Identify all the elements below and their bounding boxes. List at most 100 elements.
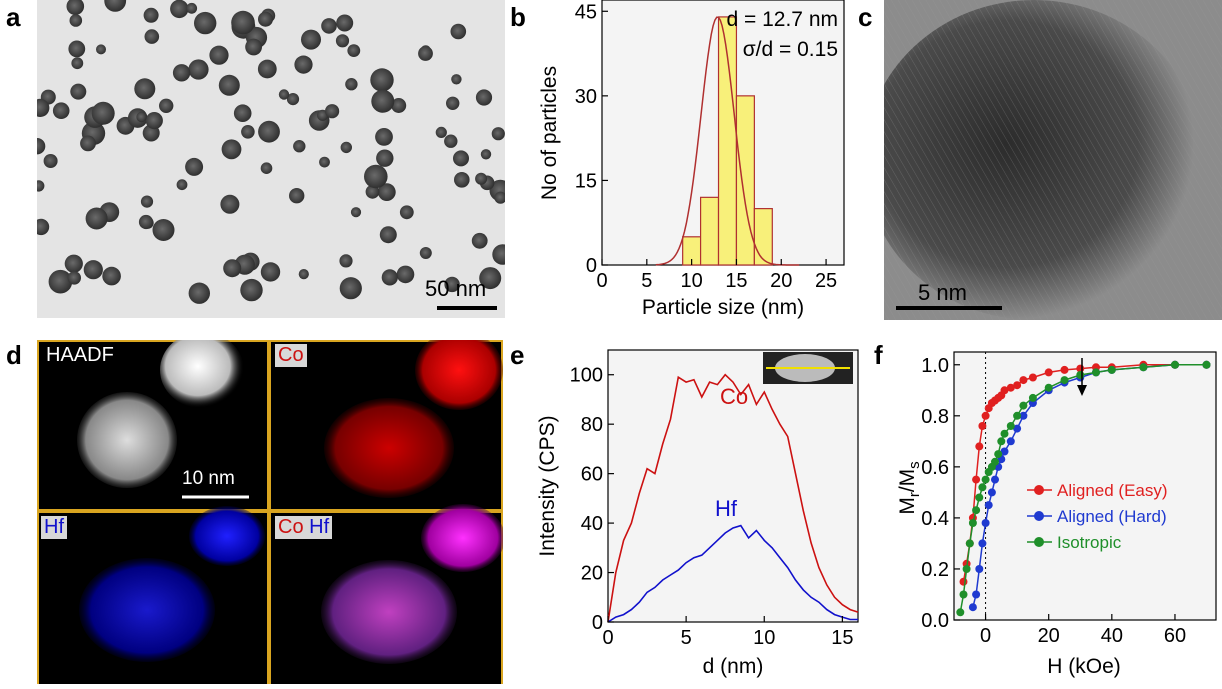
data-point [991, 475, 999, 484]
x-tick-label: 20 [770, 270, 792, 292]
x-tick-label: 15 [831, 627, 853, 649]
data-point [956, 608, 965, 617]
nanoparticle [396, 265, 415, 284]
nanoparticle [241, 125, 255, 139]
histogram-bar [735, 95, 755, 266]
x-tick-label: 20 [1038, 625, 1060, 647]
histogram-chart: 0 5 10 15 20 25 0 15 30 45 Particle size (nm) No … [538, 0, 845, 319]
nanoparticle [298, 269, 309, 280]
nanoparticle [347, 44, 361, 57]
nanoparticle [377, 183, 396, 202]
x-tick-label: 10 [753, 627, 775, 649]
nanoparticle [52, 102, 70, 119]
data-point [978, 483, 987, 492]
data-point [1006, 422, 1015, 430]
scalebar-c-label: 5 nm [918, 280, 967, 305]
x-tick-label: 40 [1101, 625, 1123, 647]
nanoparticle [286, 93, 300, 106]
nanoparticle [28, 138, 46, 155]
series-line-co [607, 373, 859, 623]
y-tick-label: 0 [592, 612, 603, 634]
nanoparticle [444, 134, 458, 148]
data-point [1013, 381, 1022, 390]
y-axis-label-f: Mr/Ms [896, 461, 923, 514]
data-point [1044, 383, 1053, 392]
y-tick-label: 40 [581, 513, 603, 535]
nanoparticle [134, 78, 156, 100]
nanoparticle [293, 140, 306, 153]
nanoparticle [376, 149, 394, 167]
y-tick-label: 0.0 [921, 610, 949, 632]
series-label-hf: Hf [715, 496, 738, 521]
nanoparticle [491, 127, 505, 141]
nanoparticle [454, 172, 470, 188]
nanoparticle [33, 180, 45, 192]
data-point [1044, 368, 1053, 377]
nanoparticle [446, 96, 460, 111]
data-point [959, 590, 968, 599]
nanoparticle [340, 141, 352, 154]
nanoparticle [364, 164, 388, 189]
nanoparticle [91, 101, 115, 125]
arrow-head [1077, 385, 1087, 396]
nanoparticle [71, 57, 84, 70]
nanoparticle [301, 29, 321, 50]
x-tick-label: 0 [596, 270, 607, 292]
tem-particles [28, 0, 513, 310]
data-point [978, 539, 987, 548]
nanoparticle [381, 269, 398, 286]
nanoparticle [325, 104, 340, 119]
data-point [1000, 429, 1009, 438]
series-label-co: Co [720, 384, 748, 409]
y-tick-label: 15 [575, 170, 597, 192]
data-point [972, 590, 981, 599]
nanoparticle [223, 259, 242, 278]
y-tick-label: 0.6 [921, 457, 949, 479]
legend-f: Aligned (Easy) Aligned (Hard) Isotropic [1027, 481, 1168, 552]
x-axis-label-f: H (kOe) [1047, 655, 1121, 678]
data-point [975, 493, 984, 502]
legend-marker [1034, 485, 1044, 495]
hrtem-image-c: 5 nm [884, 0, 1222, 320]
x-axis-label-e: d (nm) [703, 655, 764, 678]
nanoparticle [365, 184, 380, 199]
nanoparticle [345, 78, 358, 91]
nanoparticle [220, 194, 240, 214]
scalebar-d-label: 10 nm [182, 468, 235, 489]
x-tick-label: 60 [1164, 625, 1186, 647]
nanoparticle [32, 218, 50, 236]
y-tick-label: 1.0 [921, 355, 949, 377]
data-point [972, 475, 981, 484]
nanoparticle [418, 46, 433, 61]
nanoparticle [471, 232, 488, 249]
nanoparticle [391, 98, 407, 113]
nanoparticle [221, 139, 242, 160]
nanoparticle [159, 98, 174, 114]
panel-letter-f: f [874, 340, 883, 370]
data-point [1028, 393, 1037, 402]
nanoparticle [475, 172, 488, 185]
annotation-mean: d = 12.7 nm [727, 8, 839, 31]
data-point [1019, 401, 1028, 410]
nanoparticle [399, 205, 414, 220]
data-point [962, 565, 971, 573]
nanoparticle [83, 260, 103, 280]
nanoparticle [335, 34, 350, 48]
nanoparticle [444, 276, 460, 293]
eds-map-grid: HAADF Co Hf Co Hf 10 nm [37, 330, 505, 684]
y-tick-label: 20 [581, 563, 603, 585]
y-tick-label: 0.4 [921, 508, 949, 530]
data-point [1107, 365, 1116, 374]
legend-label: Aligned (Easy) [1057, 481, 1168, 500]
nanoparticle [321, 18, 337, 34]
data-point [991, 457, 999, 466]
nanoparticle [371, 89, 395, 113]
nanoparticle [294, 55, 313, 74]
nanoparticle [339, 277, 362, 300]
data-point [1171, 360, 1179, 369]
data-point [981, 411, 990, 420]
y-axis-label-b: No of particles [538, 66, 561, 200]
x-axis-label-b: Particle size (nm) [642, 296, 804, 319]
scalebar-a-label: 50 nm [425, 276, 487, 301]
data-point [1139, 363, 1148, 372]
